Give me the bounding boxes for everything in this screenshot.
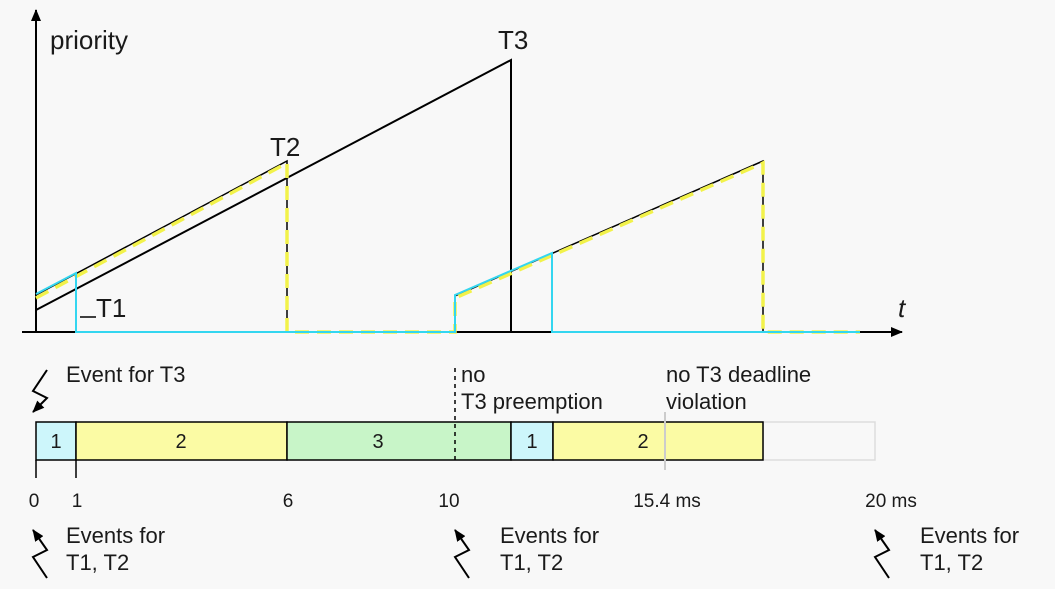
- tick-label-15-4: 15.4 ms: [633, 491, 701, 512]
- event-arrow-icon-0: [31, 529, 49, 579]
- event-t3-arrow-icon: [31, 369, 49, 413]
- timeline-empty-tail: [762, 421, 876, 461]
- event-label-10-line2: T1, T2: [500, 550, 563, 575]
- x-axis-label: t: [898, 293, 907, 323]
- segment-t2-a: [75, 421, 288, 461]
- segment-t1-a: [35, 421, 77, 461]
- event-arrow-icon-10: [453, 529, 471, 579]
- tick-label-6: 6: [283, 491, 294, 512]
- t2-effective-priority-dashed: [35, 160, 860, 334]
- event-arrow-icon-20: [873, 529, 891, 579]
- tick-label-1: 1: [72, 491, 83, 512]
- event-label-20-line2: T1, T2: [920, 550, 983, 575]
- t2-priority-line-1: [35, 159, 288, 332]
- tick-label-20: 20 ms: [865, 491, 917, 512]
- tick-label-10: 10: [438, 491, 459, 512]
- no-preemption-line2: T3 preemption: [461, 389, 603, 414]
- segment-label-t2-a: 2: [175, 431, 186, 453]
- segment-label-t1-a: 1: [50, 431, 61, 453]
- no-violation-line1: no T3 deadline: [666, 362, 811, 387]
- no-violation-line2: violation: [666, 389, 747, 414]
- segment-label-t2-b: 2: [637, 431, 648, 453]
- segment-label-t1-b: 1: [526, 431, 537, 453]
- segment-t2-b: [552, 421, 764, 461]
- t1-priority-line: [35, 251, 860, 333]
- t3-priority-line: [35, 58, 552, 333]
- segment-label-t3: 3: [372, 431, 383, 453]
- y-axis-label: priority: [50, 25, 128, 55]
- tick-label-0: 0: [29, 491, 40, 512]
- event-label-10-line1: Events for: [500, 523, 599, 548]
- segment-t1-b: [510, 421, 554, 461]
- t1-label: T1: [96, 293, 126, 323]
- no-preemption-line1: no: [461, 362, 485, 387]
- event-label-0-line2: T1, T2: [66, 550, 129, 575]
- event-label-0-line1: Events for: [66, 523, 165, 548]
- t3-peak-label: T3: [498, 25, 528, 55]
- event-t3-label: Event for T3: [66, 362, 185, 387]
- segment-t3: [286, 421, 512, 461]
- event-label-20-line1: Events for: [920, 523, 1019, 548]
- t2-peak-label: T2: [270, 132, 300, 162]
- t2-priority-line-2: [454, 159, 764, 332]
